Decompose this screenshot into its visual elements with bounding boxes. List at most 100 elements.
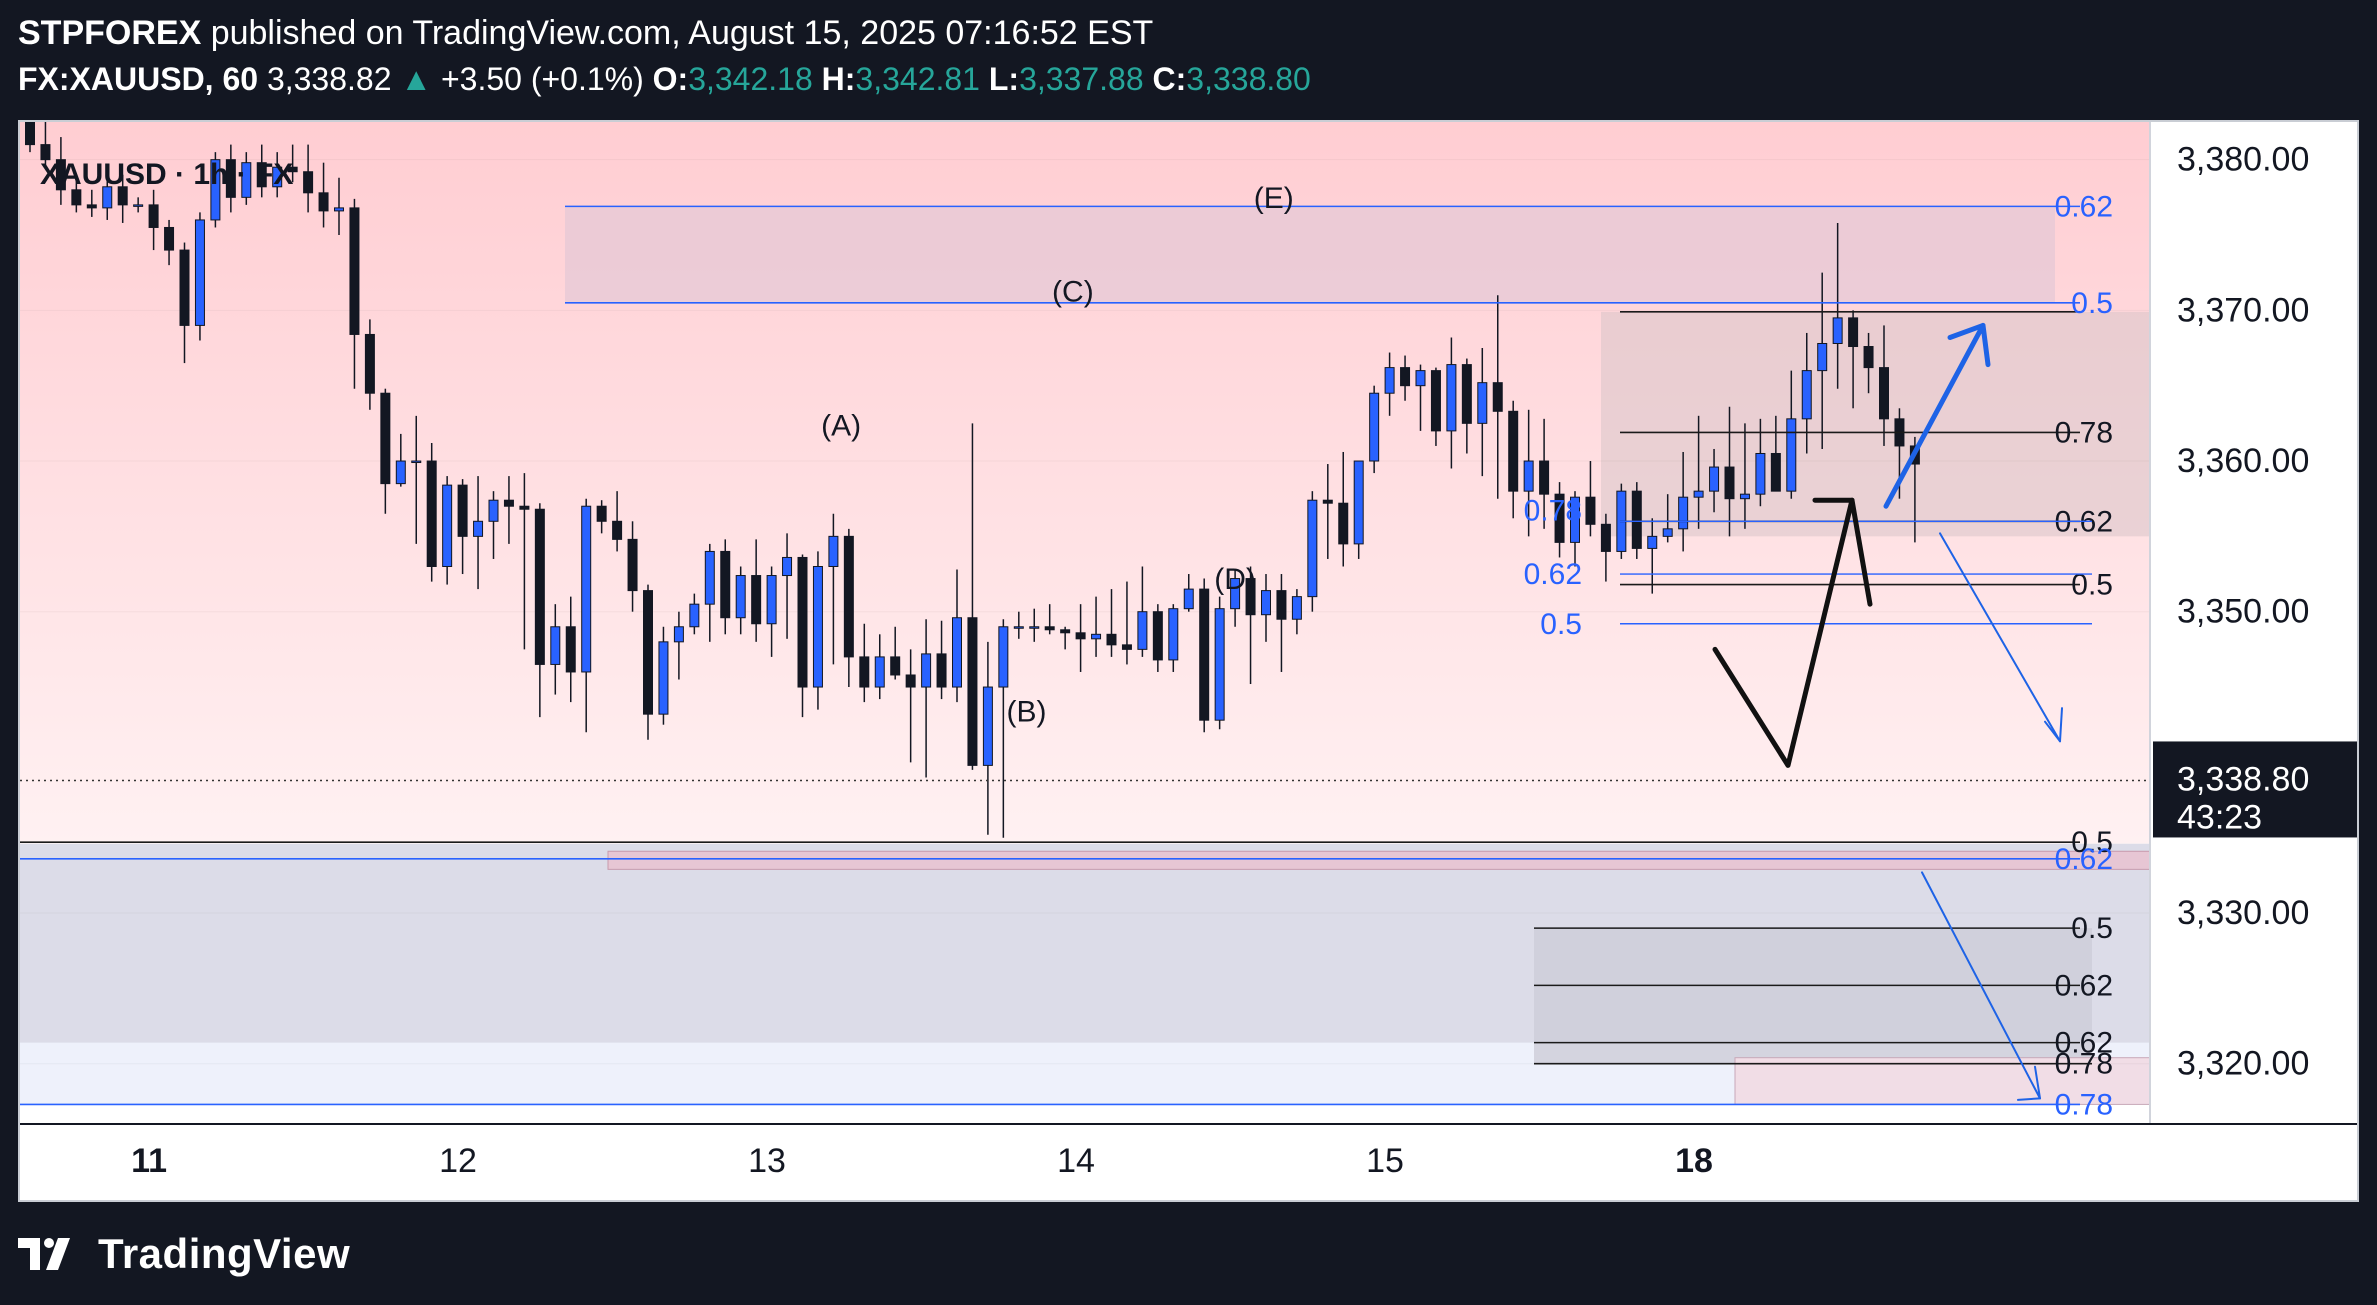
wave-label: (A) [821, 409, 861, 442]
candle-bearish [1461, 364, 1472, 424]
candle-bullish [272, 166, 283, 188]
tradingview-logo-icon [18, 1238, 70, 1270]
candle-bullish [1786, 418, 1797, 492]
candle-bullish [673, 626, 684, 643]
candle-bullish [1477, 382, 1488, 424]
candle-bearish [1276, 590, 1287, 620]
candle-bearish [720, 550, 731, 619]
author-name[interactable]: STPFOREX [18, 14, 202, 52]
candle-bullish [1446, 364, 1457, 432]
chart-area[interactable]: 0.78 0.62 0.5 0.5 0.5 0.62 0.62 0.78 0.62 0.5 0.62… [18, 120, 2359, 1202]
candle-bearish [890, 656, 901, 676]
fib-blue-mid-label: 0.78 [1524, 495, 1582, 528]
candle-bullish [828, 535, 839, 567]
price-tick-label: 3,320.00 [2177, 1045, 2309, 1083]
candle-bearish [1848, 317, 1859, 348]
candle-bearish [751, 575, 762, 625]
price-tick-label: 3,360.00 [2177, 442, 2309, 480]
projection-path-black [1712, 497, 1855, 768]
candle-bullish [1353, 460, 1364, 545]
candle-bullish [581, 505, 592, 673]
candle-bullish [1662, 528, 1673, 537]
candle-bearish [1044, 626, 1055, 631]
candle-bearish [1121, 644, 1132, 650]
candle-bearish [426, 460, 437, 567]
candle-bullish [1647, 535, 1658, 549]
candle-bearish [55, 159, 66, 191]
projection-path-blue-low [1921, 871, 2041, 1100]
candle-bearish [1060, 629, 1071, 634]
candle-bearish [1199, 588, 1210, 721]
close-label: C: [1143, 61, 1187, 97]
candle-bearish [179, 249, 190, 326]
candle-bullish [1168, 608, 1179, 661]
published-info: published on TradingView.com, August 15,… [201, 14, 1154, 52]
high-label: H: [812, 61, 856, 97]
wave-label: (C) [1052, 275, 1094, 308]
chart-canvas[interactable]: 0.780.620.50.50.50.620.620.780.620.50.62… [20, 122, 2359, 1202]
candle-bullish [1384, 367, 1395, 394]
upper-target-zone [1601, 311, 2150, 537]
candle-bearish [1770, 452, 1781, 492]
candle-bearish [303, 171, 314, 194]
candle-bullish [1523, 460, 1534, 492]
candle-bearish [797, 556, 808, 688]
candle-bullish [658, 641, 669, 715]
candle-bullish [1415, 370, 1426, 387]
symbol-name[interactable]: FX:XAUUSD, 60 [18, 61, 259, 97]
candle-bearish [1106, 633, 1117, 646]
candle-bullish [488, 499, 499, 522]
candle-bearish [503, 499, 514, 507]
candle-bullish [1709, 466, 1720, 492]
candle-bullish [1261, 590, 1271, 616]
fib-black-label: 0.78 [2055, 1048, 2113, 1081]
candle-bullish [442, 484, 453, 567]
time-tick-label: 12 [439, 1142, 477, 1180]
brand-name: TradingView [98, 1230, 351, 1277]
candle-bearish [1492, 382, 1503, 412]
arrowhead-blue-low [2017, 1065, 2041, 1101]
fib-black-label: 0.62 [2055, 969, 2113, 1002]
bottom-pink-zone [1734, 1057, 2151, 1105]
fib-blue-label: 0.5 [2071, 287, 2113, 320]
close-value: 3,338.80 [1186, 61, 1311, 97]
arrowhead-blue-up [1947, 322, 1991, 368]
bottom-white-band [20, 1104, 2150, 1124]
arrowhead-blue-down [2044, 707, 2063, 743]
candle-bearish [1338, 502, 1349, 545]
candle-bullish [952, 617, 962, 688]
candle-bearish [905, 674, 916, 688]
candle-bullish [1291, 596, 1302, 620]
fib-blue-label: 0.62 [2055, 843, 2113, 876]
candle-bullish [395, 460, 406, 485]
open-label: O: [643, 61, 689, 97]
candle-bearish [1554, 493, 1565, 543]
candle-bullish [689, 603, 700, 628]
candle-bullish [1137, 611, 1148, 650]
price-tick-label: 3,380.00 [2177, 141, 2309, 179]
candle-bullish [1832, 317, 1843, 344]
wave-label: (E) [1254, 182, 1294, 215]
candle-bullish [766, 575, 777, 625]
candle-bullish [1091, 633, 1102, 640]
candle-bearish [25, 122, 35, 146]
tradingview-logo[interactable]: TradingView [18, 1228, 350, 1280]
fib-blue-label: 0.78 [2055, 1088, 2113, 1121]
candle-bullish [133, 204, 144, 207]
candle-bearish [936, 653, 947, 688]
candle-bearish [380, 392, 391, 485]
open-value: 3,342.18 [688, 61, 813, 97]
wave-label: (B) [1007, 696, 1047, 729]
candle-bullish [1029, 626, 1040, 629]
candle-bearish [71, 189, 82, 206]
candle-bullish [473, 520, 484, 537]
candle-bullish [1183, 588, 1194, 610]
candle-bearish [596, 505, 607, 522]
candle-bearish [1724, 466, 1735, 500]
lower-target-zone [1534, 928, 2092, 1064]
candle-bearish [534, 508, 545, 665]
wave-label: (D) [1214, 563, 1256, 596]
price-axis-bg [2150, 122, 2357, 1124]
candle-bullish [1013, 626, 1024, 629]
fib-blue-mid-label: 0.62 [1524, 558, 1582, 591]
